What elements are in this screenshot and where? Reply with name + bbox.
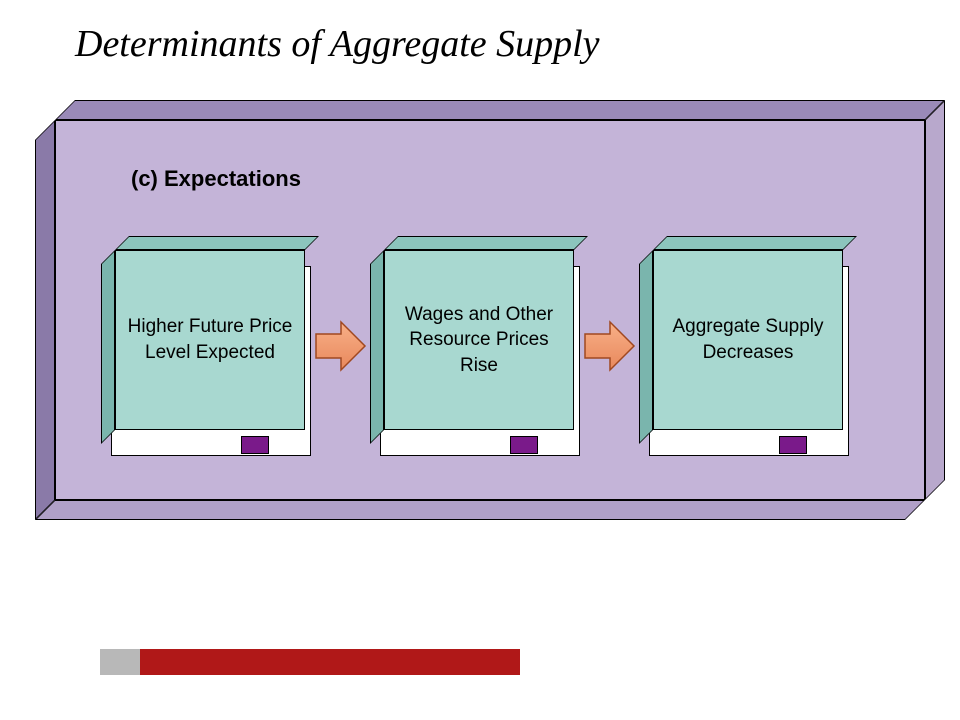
arrow-2	[582, 316, 637, 376]
flow-box-2: Wages and Other Resource Prices Rise	[370, 236, 580, 456]
box-top	[115, 236, 319, 250]
flow-box-3: Aggregate Supply Decreases	[639, 236, 849, 456]
panel-face: (c) Expectations Higher Future Price Lev…	[55, 120, 925, 500]
footer-accent-bar	[100, 649, 520, 675]
box-tab	[779, 436, 807, 454]
box-face: Aggregate Supply Decreases	[653, 250, 843, 430]
box-side	[370, 250, 384, 444]
flow-box-1: Higher Future Price Level Expected	[101, 236, 311, 456]
box-face: Higher Future Price Level Expected	[115, 250, 305, 430]
main-panel: (c) Expectations Higher Future Price Lev…	[35, 100, 925, 500]
slide-title: Determinants of Aggregate Supply	[75, 22, 600, 66]
panel-bottom-edge	[35, 500, 925, 520]
section-label: (c) Expectations	[131, 166, 301, 192]
arrow-right-icon	[582, 316, 637, 376]
footer-bar-grey	[100, 649, 140, 675]
box-tab	[510, 436, 538, 454]
box-side	[639, 250, 653, 444]
box-face: Wages and Other Resource Prices Rise	[384, 250, 574, 430]
box-top	[384, 236, 588, 250]
flow-row: Higher Future Price Level Expected	[101, 226, 901, 466]
arrow-right-icon	[313, 316, 368, 376]
panel-top-edge	[55, 100, 945, 120]
box-top	[653, 236, 857, 250]
box-tab	[241, 436, 269, 454]
panel-right-edge	[925, 100, 945, 500]
footer-bar-red	[140, 649, 520, 675]
box-side	[101, 250, 115, 444]
panel-left-edge	[35, 120, 55, 520]
arrow-1	[313, 316, 368, 376]
